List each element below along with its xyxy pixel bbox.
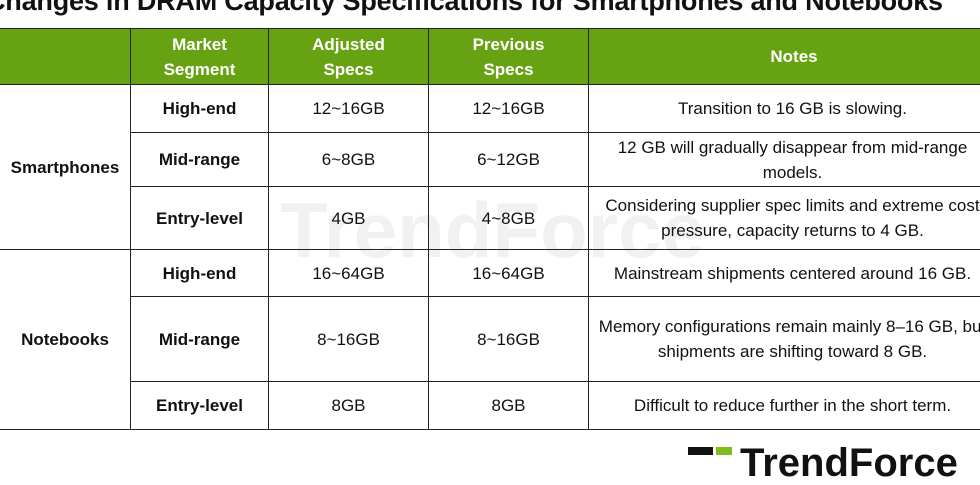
logo-mark-icon (688, 447, 732, 455)
previous-specs-cell: 16~64GB (429, 250, 589, 297)
header-previous-specs: Previous Specs (429, 29, 589, 85)
segment-cell: Entry-level (131, 382, 269, 430)
segment-cell: Mid-range (131, 133, 269, 187)
group-label: Smartphones (0, 85, 131, 250)
trendforce-logo: TrendForce (688, 443, 958, 483)
header-notes: Notes (589, 29, 980, 85)
adjusted-specs-cell: 12~16GB (269, 85, 429, 133)
segment-cell: High-end (131, 85, 269, 133)
adjusted-specs-cell: 16~64GB (269, 250, 429, 297)
adjusted-specs-cell: 8~16GB (269, 297, 429, 382)
page-title: Changes in DRAM Capacity Specifications … (0, 0, 943, 17)
adjusted-specs-cell: 4GB (269, 187, 429, 250)
adjusted-specs-cell: 8GB (269, 382, 429, 430)
group-label: Notebooks (0, 250, 131, 430)
header-adjusted-specs: Adjusted Specs (269, 29, 429, 85)
previous-specs-cell: 8GB (429, 382, 589, 430)
notes-cell: Memory configurations remain mainly 8–16… (589, 297, 980, 382)
segment-cell: Mid-range (131, 297, 269, 382)
notes-cell: Considering supplier spec limits and ext… (589, 187, 980, 250)
notes-cell: 12 GB will gradually disappear from mid-… (589, 133, 980, 187)
previous-specs-cell: 8~16GB (429, 297, 589, 382)
notes-cell: Transition to 16 GB is slowing. (589, 85, 980, 133)
previous-specs-cell: 12~16GB (429, 85, 589, 133)
dram-spec-table: Market Segment Adjusted Specs Previous S… (0, 28, 980, 430)
table-header-row: Market Segment Adjusted Specs Previous S… (0, 29, 980, 85)
previous-specs-cell: 4~8GB (429, 187, 589, 250)
segment-cell: High-end (131, 250, 269, 297)
header-market-segment: Market Segment (131, 29, 269, 85)
adjusted-specs-cell: 6~8GB (269, 133, 429, 187)
notes-cell: Difficult to reduce further in the short… (589, 382, 980, 430)
segment-cell: Entry-level (131, 187, 269, 250)
previous-specs-cell: 6~12GB (429, 133, 589, 187)
header-empty (0, 29, 131, 85)
notes-cell: Mainstream shipments centered around 16 … (589, 250, 980, 297)
